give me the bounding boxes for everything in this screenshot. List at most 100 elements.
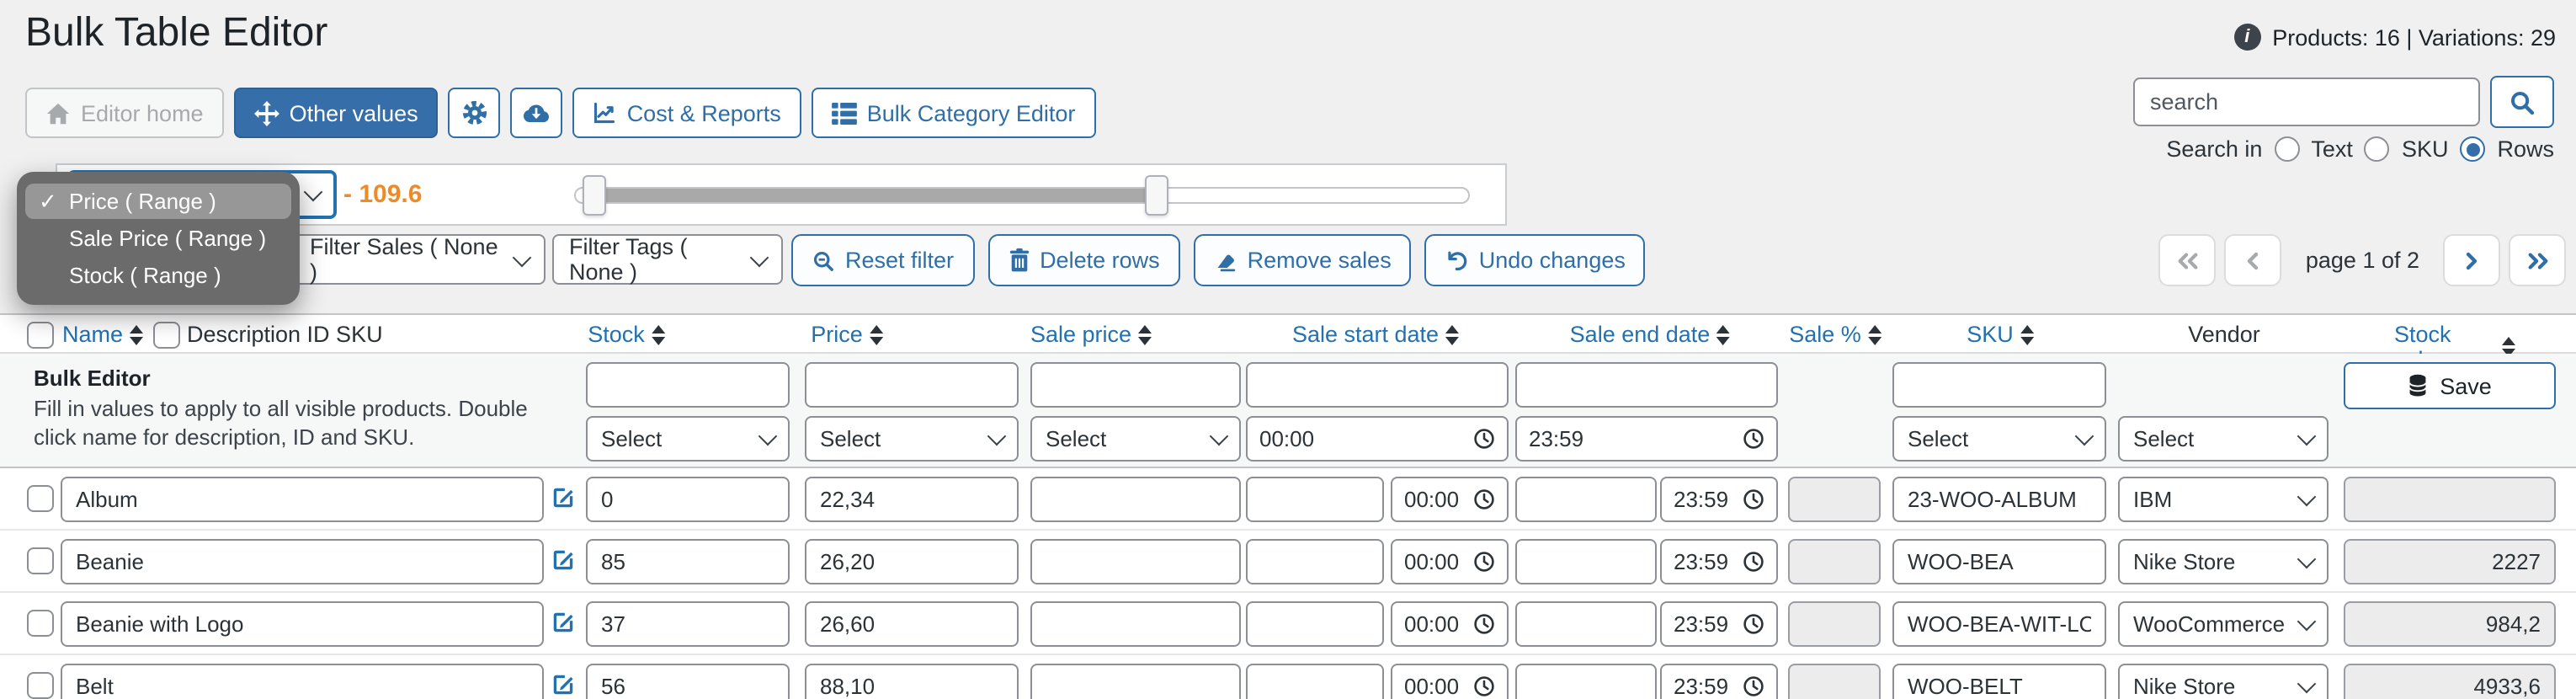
sku-input[interactable]: [1892, 664, 2106, 699]
first-page-button[interactable]: [2158, 234, 2217, 286]
price-input[interactable]: [805, 601, 1019, 647]
header-sale-start-date[interactable]: Sale start date: [1292, 322, 1460, 347]
undo-changes-button[interactable]: Undo changes: [1424, 234, 1646, 286]
filter-tags-select[interactable]: Filter Tags ( None ): [552, 234, 783, 285]
bulk-sale-start-date-input[interactable]: [1246, 362, 1509, 408]
bulk-sale-price-input[interactable]: [1030, 362, 1241, 408]
header-sale-end-date[interactable]: Sale end date: [1570, 322, 1731, 347]
bulk-sale-price-select[interactable]: Select: [1030, 416, 1241, 462]
sale-start-date-input[interactable]: [1246, 664, 1384, 699]
header-sale-pct[interactable]: Sale %: [1789, 322, 1881, 347]
remove-sales-button[interactable]: Remove sales: [1193, 234, 1412, 286]
header-price[interactable]: Price: [811, 322, 883, 347]
edit-icon[interactable]: [551, 547, 576, 578]
header-sku[interactable]: SKU: [1967, 322, 2034, 347]
bulk-start-time-input[interactable]: 00:00: [1246, 416, 1509, 462]
radio-text[interactable]: [2274, 136, 2300, 162]
menu-item-sale-price-range[interactable]: Sale Price ( Range ): [25, 221, 291, 256]
sku-input[interactable]: [1892, 477, 2106, 522]
stock-input[interactable]: [586, 477, 790, 522]
delete-rows-button[interactable]: Delete rows: [987, 234, 1180, 286]
sale-price-input[interactable]: [1030, 539, 1241, 584]
bulk-stock-input[interactable]: [586, 362, 790, 408]
cost-reports-button[interactable]: Cost & Reports: [572, 88, 801, 138]
vendor-select[interactable]: IBM: [2118, 477, 2329, 522]
header-name[interactable]: Name: [62, 322, 144, 347]
next-page-button[interactable]: [2443, 234, 2500, 286]
description-checkbox[interactable]: [153, 322, 180, 349]
row-checkbox[interactable]: [27, 672, 54, 699]
sale-end-time-input[interactable]: 23:59: [1660, 664, 1778, 699]
stock-input[interactable]: [586, 601, 790, 647]
last-page-button[interactable]: [2509, 234, 2566, 286]
bulk-sku-input[interactable]: [1892, 362, 2106, 408]
menu-item-stock-range[interactable]: Stock ( Range ): [25, 258, 291, 293]
eraser-icon: [1217, 253, 1235, 271]
search-input[interactable]: [2133, 77, 2480, 126]
stock-input[interactable]: [586, 664, 790, 699]
header-stock[interactable]: Stock: [588, 322, 665, 347]
edit-icon[interactable]: [551, 672, 576, 699]
slider-handle-high[interactable]: [1144, 175, 1168, 216]
edit-icon[interactable]: [551, 610, 576, 640]
name-input[interactable]: [61, 601, 544, 647]
save-button[interactable]: Save: [2344, 362, 2556, 409]
vendor-select[interactable]: Nike Store: [2118, 664, 2329, 699]
price-input[interactable]: [805, 664, 1019, 699]
bulk-category-editor-button[interactable]: Bulk Category Editor: [811, 88, 1096, 138]
sale-start-time-input[interactable]: 00:00: [1391, 477, 1509, 522]
edit-icon[interactable]: [551, 485, 576, 515]
bulk-price-input[interactable]: [805, 362, 1019, 408]
sale-end-date-input[interactable]: [1515, 601, 1657, 647]
price-input[interactable]: [805, 477, 1019, 522]
sale-price-input[interactable]: [1030, 664, 1241, 699]
sale-end-time-input[interactable]: 23:59: [1660, 477, 1778, 522]
reset-filter-button[interactable]: Reset filter: [791, 234, 975, 286]
sale-price-input[interactable]: [1030, 477, 1241, 522]
sale-start-date-input[interactable]: [1246, 539, 1384, 584]
bulk-price-select[interactable]: Select: [805, 416, 1019, 462]
slider-handle-low[interactable]: [582, 175, 606, 216]
vendor-select[interactable]: Nike Store: [2118, 539, 2329, 584]
sale-end-time-input[interactable]: 23:59: [1660, 601, 1778, 647]
sale-start-time-input[interactable]: 00:00: [1391, 664, 1509, 699]
radio-sku[interactable]: [2364, 136, 2390, 162]
sale-end-date-input[interactable]: [1515, 664, 1657, 699]
bulk-sale-end-date-input[interactable]: [1515, 362, 1778, 408]
bulk-stock-select[interactable]: Select: [586, 416, 790, 462]
sale-price-input[interactable]: [1030, 601, 1241, 647]
sku-input[interactable]: [1892, 539, 2106, 584]
settings-button[interactable]: [448, 88, 501, 138]
sale-start-time-input[interactable]: 00:00: [1391, 601, 1509, 647]
filter-sales-select[interactable]: Filter Sales ( None ): [293, 234, 546, 285]
bulk-sku-select[interactable]: Select: [1892, 416, 2106, 462]
prev-page-button[interactable]: [2224, 234, 2282, 286]
header-sale-price[interactable]: Sale price: [1030, 322, 1152, 347]
download-button[interactable]: [510, 88, 563, 138]
row-checkbox[interactable]: [27, 485, 54, 512]
row-checkbox[interactable]: [27, 610, 54, 637]
sale-end-date-input[interactable]: [1515, 477, 1657, 522]
editor-home-button[interactable]: Editor home: [25, 88, 224, 138]
other-values-button[interactable]: Other values: [233, 88, 439, 138]
name-input[interactable]: [61, 664, 544, 699]
search-button[interactable]: [2490, 76, 2554, 128]
name-input[interactable]: [61, 539, 544, 584]
radio-rows[interactable]: [2460, 136, 2486, 162]
sku-input[interactable]: [1892, 601, 2106, 647]
row-checkbox[interactable]: [27, 547, 54, 574]
sale-end-time-input[interactable]: 23:59: [1660, 539, 1778, 584]
sale-start-date-input[interactable]: [1246, 601, 1384, 647]
stock-input[interactable]: [586, 539, 790, 584]
range-slider[interactable]: [574, 175, 1470, 216]
sale-end-date-input[interactable]: [1515, 539, 1657, 584]
select-all-checkbox[interactable]: [27, 322, 54, 349]
menu-item-price-range[interactable]: ✓ Price ( Range ): [25, 184, 291, 219]
sale-start-time-input[interactable]: 00:00: [1391, 539, 1509, 584]
sale-start-date-input[interactable]: [1246, 477, 1384, 522]
bulk-end-time-input[interactable]: 23:59: [1515, 416, 1778, 462]
bulk-vendor-select[interactable]: Select: [2118, 416, 2329, 462]
vendor-select[interactable]: WooCommerce: [2118, 601, 2329, 647]
name-input[interactable]: [61, 477, 544, 522]
price-input[interactable]: [805, 539, 1019, 584]
